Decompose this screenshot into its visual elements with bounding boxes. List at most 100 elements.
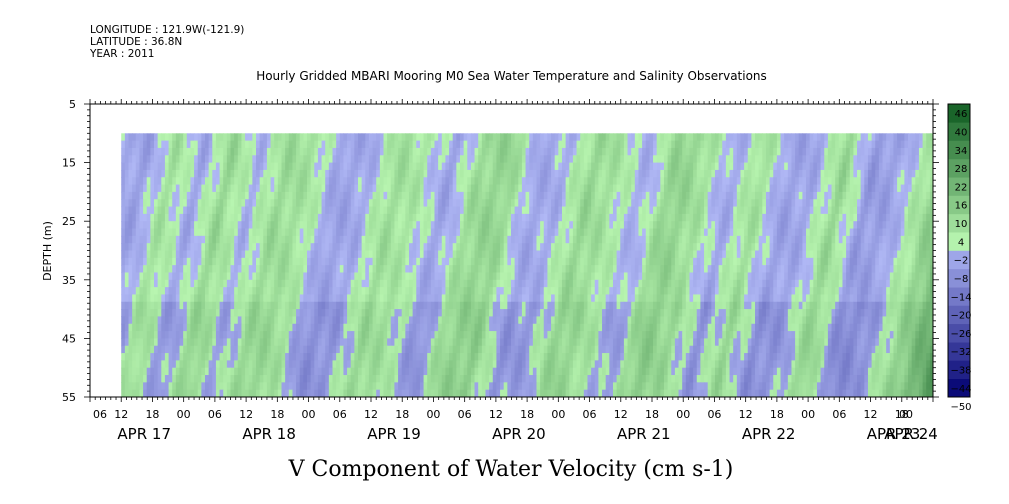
heatmap-cell — [470, 287, 476, 296]
heatmap-cell — [124, 257, 130, 266]
heatmap-cell — [711, 177, 716, 186]
heatmap-cell — [816, 228, 822, 237]
heatmap-cell — [314, 199, 319, 208]
heatmap-cell — [554, 279, 559, 288]
heatmap-cell — [838, 155, 844, 164]
heatmap-cell — [521, 228, 527, 237]
heatmap-cell — [747, 191, 752, 200]
heatmap-cell — [485, 169, 490, 178]
heatmap-cell — [336, 287, 341, 296]
heatmap-cell — [456, 213, 461, 222]
heatmap-cell — [252, 213, 257, 222]
heatmap-cell — [580, 257, 585, 266]
heatmap-cell — [795, 140, 800, 149]
heatmap-cell — [372, 191, 377, 200]
heatmap-cell — [776, 147, 782, 156]
heatmap-cell — [150, 177, 155, 186]
heatmap-cell — [234, 199, 239, 208]
heatmap-cell — [379, 294, 385, 303]
heatmap-cell — [226, 272, 232, 281]
heatmap-cell — [164, 287, 170, 296]
heatmap-cell — [540, 199, 545, 208]
heatmap-cell — [459, 184, 465, 193]
heatmap-cell — [521, 235, 527, 244]
heatmap-cell — [146, 228, 151, 237]
heatmap-cell — [343, 213, 348, 222]
heatmap-cell — [569, 199, 574, 208]
heatmap-cell — [467, 213, 472, 222]
heatmap-cell — [594, 213, 599, 222]
heatmap-cell — [908, 287, 913, 296]
heatmap-cell — [634, 162, 640, 171]
heatmap-cell — [336, 221, 341, 230]
heatmap-cell — [347, 213, 352, 222]
heatmap-cell — [445, 243, 450, 252]
heatmap-cell — [288, 206, 294, 215]
heatmap-cell — [252, 191, 257, 200]
heatmap-cell — [853, 155, 858, 164]
heatmap-cell — [394, 243, 399, 252]
heatmap-cell — [718, 199, 723, 208]
heatmap-cell — [507, 162, 512, 171]
heatmap-cell — [758, 184, 763, 193]
heatmap-cell — [580, 250, 585, 259]
heatmap-cell — [299, 140, 304, 149]
heatmap-cell — [718, 140, 723, 149]
heatmap-cell — [387, 294, 392, 303]
heatmap-cell — [445, 250, 450, 259]
heatmap-cell — [201, 140, 206, 149]
heatmap-cell — [547, 206, 552, 215]
heatmap-cell — [197, 162, 202, 171]
heatmap-cell — [139, 243, 144, 252]
heatmap-cell — [587, 287, 592, 296]
heatmap-cell — [259, 169, 264, 178]
heatmap-cell — [612, 206, 618, 215]
heatmap-cell — [343, 243, 348, 252]
heatmap-cell — [849, 199, 854, 208]
heatmap-cell — [183, 155, 188, 164]
heatmap-cell — [164, 177, 170, 186]
heatmap-cell — [784, 147, 789, 156]
heatmap-cell — [791, 228, 796, 237]
heatmap-cell — [143, 162, 148, 171]
heatmap-cell — [208, 169, 213, 178]
heatmap-cell — [561, 243, 567, 252]
heatmap-cell — [317, 213, 323, 222]
heatmap-cell — [922, 221, 927, 230]
heatmap-cell — [561, 184, 567, 193]
heatmap-cell — [678, 199, 683, 208]
heatmap-cell — [875, 243, 880, 252]
heatmap-cell — [303, 147, 308, 156]
heatmap-cell — [219, 279, 224, 288]
heatmap-cell — [212, 213, 217, 222]
heatmap-cell — [674, 257, 680, 266]
heatmap-cell — [580, 191, 585, 200]
heatmap-cell — [470, 243, 476, 252]
heatmap-cell — [693, 235, 698, 244]
heatmap-cell — [827, 243, 833, 252]
heatmap-cell — [846, 243, 851, 252]
heatmap-cell — [900, 169, 905, 178]
heatmap-cell — [700, 169, 705, 178]
heatmap-cell — [223, 257, 228, 266]
heatmap-cell — [521, 213, 527, 222]
heatmap-cell — [922, 155, 927, 164]
heatmap-cell — [219, 206, 224, 215]
heatmap-cell — [765, 147, 771, 156]
heatmap-cell — [325, 184, 330, 193]
heatmap-cell — [864, 155, 869, 164]
heatmap-cell — [798, 162, 803, 171]
heatmap-cell — [408, 213, 414, 222]
heatmap-cell — [336, 155, 341, 164]
heatmap-cell — [551, 221, 556, 230]
heatmap-cell — [452, 184, 457, 193]
heatmap-cell — [266, 228, 272, 237]
heatmap-cell — [809, 228, 814, 237]
heatmap-cell — [343, 228, 348, 237]
heatmap-cell — [649, 287, 654, 296]
heatmap-cell — [929, 221, 933, 230]
heatmap-cell — [336, 169, 341, 178]
heatmap-cell — [124, 287, 130, 296]
heatmap-cell — [518, 265, 523, 274]
heatmap-cell — [638, 184, 643, 193]
